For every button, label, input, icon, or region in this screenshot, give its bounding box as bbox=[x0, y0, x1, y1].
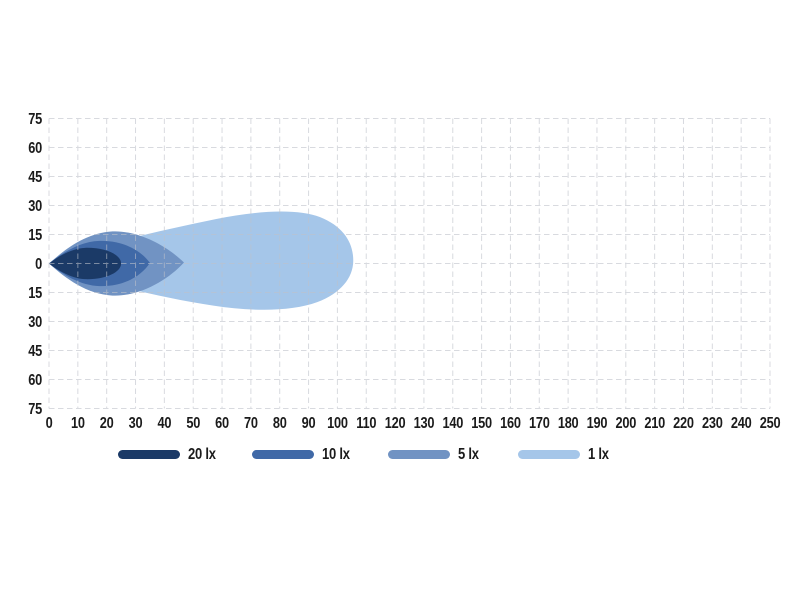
y-axis-tick-labels: 75 60 45 30 15 0 15 30 45 60 75 bbox=[28, 111, 42, 419]
x-tick-label: 160 bbox=[500, 415, 521, 433]
x-tick-label: 110 bbox=[356, 415, 376, 433]
x-tick-label: 180 bbox=[558, 415, 579, 433]
x-tick-label: 210 bbox=[644, 415, 665, 433]
y-tick-label: 45 bbox=[28, 169, 42, 187]
y-tick-label: 30 bbox=[28, 314, 42, 332]
x-tick-label: 20 bbox=[100, 415, 114, 433]
y-tick-label: 45 bbox=[28, 343, 42, 361]
x-axis-tick-labels: 0 10 20 30 40 50 60 70 80 90 100 110 120 130 140 150 160… bbox=[46, 415, 781, 433]
contour-transform-group bbox=[49, 211, 354, 310]
x-tick-label: 250 bbox=[760, 415, 781, 433]
y-tick-label: 0 bbox=[35, 256, 42, 274]
y-tick-label: 75 bbox=[28, 111, 42, 129]
x-tick-label: 10 bbox=[71, 415, 85, 433]
y-tick-label: 15 bbox=[28, 285, 42, 303]
y-tick-label: 30 bbox=[28, 198, 42, 216]
x-tick-label: 100 bbox=[327, 415, 348, 433]
x-tick-label: 230 bbox=[702, 415, 723, 433]
x-tick-label: 140 bbox=[442, 415, 463, 433]
x-tick-label: 70 bbox=[244, 415, 258, 433]
x-tick-label: 30 bbox=[129, 415, 143, 433]
x-tick-label: 120 bbox=[385, 415, 406, 433]
x-tick-label: 40 bbox=[157, 415, 171, 433]
x-tick-label: 220 bbox=[673, 415, 694, 433]
grid-lines bbox=[48, 118, 771, 409]
y-tick-label: 60 bbox=[28, 372, 42, 390]
x-tick-label: 80 bbox=[273, 415, 287, 433]
contour-layer bbox=[49, 211, 354, 310]
x-tick-label: 240 bbox=[731, 415, 752, 433]
grid-layer bbox=[48, 118, 771, 409]
x-tick-label: 50 bbox=[186, 415, 200, 433]
x-tick-label: 60 bbox=[215, 415, 229, 433]
x-tick-label: 200 bbox=[615, 415, 636, 433]
x-tick-label: 190 bbox=[587, 415, 608, 433]
x-tick-label: 130 bbox=[414, 415, 435, 433]
y-tick-label: 60 bbox=[28, 140, 42, 158]
x-tick-label: 0 bbox=[46, 415, 53, 433]
x-tick-label: 150 bbox=[471, 415, 492, 433]
y-tick-label: 75 bbox=[28, 401, 42, 419]
x-tick-label: 90 bbox=[302, 415, 316, 433]
y-tick-label: 15 bbox=[28, 227, 42, 245]
x-tick-label: 170 bbox=[529, 415, 550, 433]
